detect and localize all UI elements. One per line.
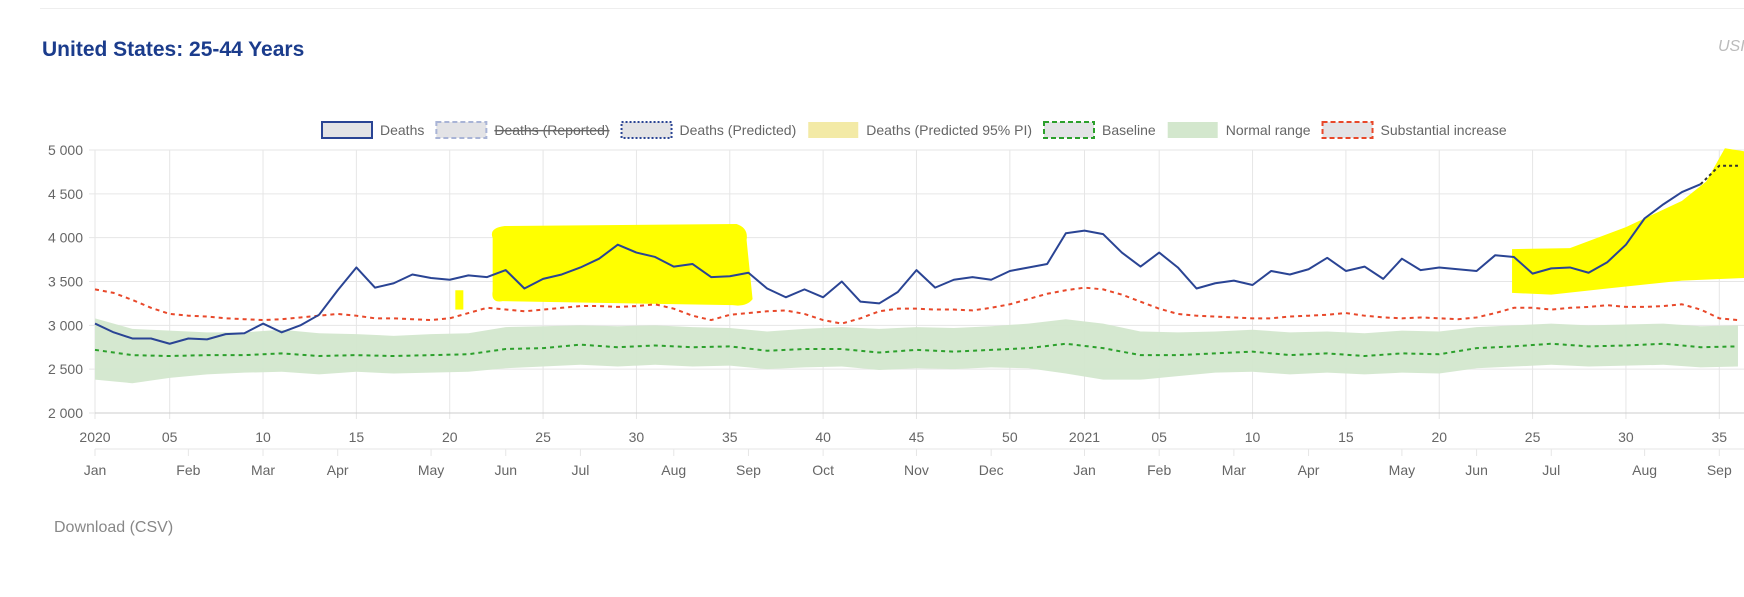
y-tick-label: 4 500	[48, 186, 83, 202]
x-month-tick-label: Jul	[571, 462, 589, 478]
legend-item: Deaths (Predicted 95% PI)	[808, 122, 1032, 138]
x-week-tick-label: 15	[1338, 429, 1354, 445]
x-week-tick-label: 2020	[79, 429, 110, 445]
legend-swatch	[435, 121, 488, 139]
x-month-tick-label: Aug	[661, 462, 686, 478]
x-week-tick-label: 50	[1002, 429, 1018, 445]
legend-item: Deaths (Predicted)	[620, 121, 797, 139]
series-line-substantial-increase	[94, 286, 1739, 325]
x-month-tick-label: Apr	[1298, 462, 1320, 478]
x-week-tick-label: 35	[722, 429, 738, 445]
top-divider	[40, 8, 1744, 9]
legend-label: Baseline	[1102, 122, 1156, 138]
y-tick-label: 2 000	[48, 405, 83, 421]
legend-label: Deaths	[380, 122, 424, 138]
x-month-tick-label: Oct	[812, 462, 834, 478]
normal-range-area	[95, 318, 1738, 384]
normal-range-band	[95, 318, 1738, 384]
x-month-tick-label: Aug	[1632, 462, 1657, 478]
y-tick-label: 3 000	[48, 317, 83, 333]
chart-title: United States: 25-44 Years	[42, 38, 305, 61]
legend-label: Deaths (Predicted 95% PI)	[866, 122, 1032, 138]
x-month-tick-label: Jun	[494, 462, 517, 478]
x-month-tick-label: Apr	[327, 462, 349, 478]
x-week-tick-label: 20	[442, 429, 458, 445]
x-month-tick-label: Jul	[1542, 462, 1560, 478]
highlighter-marks	[455, 148, 1744, 310]
x-month-tick-label: Jun	[1465, 462, 1488, 478]
x-month-tick-label: Dec	[979, 462, 1004, 478]
x-week-tick-label: 20	[1431, 429, 1447, 445]
download-csv-link[interactable]: Download (CSV)	[54, 519, 174, 536]
series-line-deaths-predicted	[1699, 164, 1738, 185]
corner-label: USI	[1718, 38, 1744, 55]
x-month-tick-label: Jan	[1073, 462, 1096, 478]
highlight-mark-small	[455, 290, 464, 310]
series-line-deaths	[94, 183, 1702, 345]
legend-swatch	[1167, 122, 1218, 138]
legend-swatch	[620, 121, 673, 139]
x-month-tick-label: Nov	[904, 462, 929, 478]
x-week-tick-label: 25	[535, 429, 551, 445]
x-month-tick-label: Mar	[251, 462, 275, 478]
highlight-mark-2021	[1512, 148, 1744, 295]
x-week-tick-label: 05	[1151, 429, 1167, 445]
x-month-tick-label: Feb	[1147, 462, 1171, 478]
series-lines	[94, 164, 1739, 358]
x-week-tick-label: 10	[1245, 429, 1261, 445]
x-week-tick-label: 25	[1525, 429, 1541, 445]
x-month-tick-label: May	[418, 462, 444, 478]
y-tick-label: 3 500	[48, 274, 83, 290]
legend-label: Substantial increase	[1381, 122, 1507, 138]
legend-label: Deaths (Predicted)	[680, 122, 797, 138]
x-week-tick-label: 30	[629, 429, 645, 445]
y-tick-label: 2 500	[48, 361, 83, 377]
x-week-tick-label: 05	[162, 429, 178, 445]
x-week-tick-label: 10	[255, 429, 271, 445]
x-month-tick-label: May	[1389, 462, 1415, 478]
x-week-tick-label: 30	[1618, 429, 1634, 445]
legend-item: Deaths (Reported)	[435, 121, 610, 139]
x-week-tick-label: 45	[909, 429, 925, 445]
series-line-baseline	[94, 342, 1738, 358]
legend-label: Normal range	[1226, 122, 1311, 138]
legend-swatch	[1043, 121, 1095, 139]
legend-item: Normal range	[1167, 122, 1311, 138]
legend-item: Baseline	[1043, 121, 1156, 139]
legend: Deaths Deaths (Reported) Deaths (Predicted…	[321, 121, 1507, 139]
x-week-tick-label: 2021	[1069, 429, 1100, 445]
x-month-tick-label: Mar	[1222, 462, 1246, 478]
legend-swatch	[321, 121, 373, 139]
legend-swatch	[808, 122, 859, 138]
legend-item: Deaths	[321, 121, 424, 139]
y-tick-label: 4 000	[48, 230, 83, 246]
legend-label: Deaths (Reported)	[494, 122, 609, 138]
x-week-tick-label: 40	[815, 429, 831, 445]
x-month-tick-label: Feb	[176, 462, 200, 478]
y-tick-label: 5 000	[48, 142, 83, 158]
x-month-tick-label: Sep	[736, 462, 761, 478]
x-week-tick-label: 35	[1712, 429, 1728, 445]
grid-lines	[89, 149, 1744, 456]
x-month-tick-label: Sep	[1707, 462, 1732, 478]
x-month-tick-label: Jan	[84, 462, 107, 478]
highlight-mark-summer-2020	[491, 224, 753, 306]
legend-item: Substantial increase	[1321, 121, 1507, 139]
x-week-tick-label: 15	[349, 429, 365, 445]
legend-swatch	[1321, 121, 1374, 139]
